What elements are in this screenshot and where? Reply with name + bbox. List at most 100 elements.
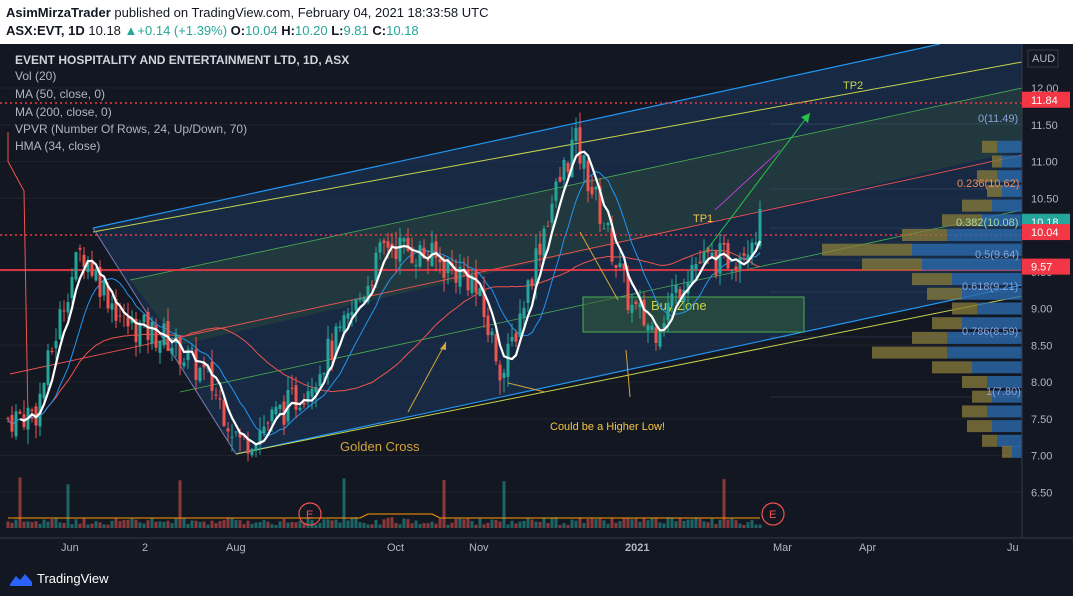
volume-bar xyxy=(698,518,702,528)
volume-bar xyxy=(186,523,190,528)
vpvr-down-18 xyxy=(962,405,987,418)
volume-bar xyxy=(638,521,642,528)
candle-body xyxy=(718,243,722,274)
volume-bar xyxy=(498,521,502,528)
tradingview-brand[interactable]: TradingView xyxy=(10,571,109,586)
volume-bar xyxy=(18,477,22,528)
candle-body xyxy=(90,262,94,276)
volume-bar xyxy=(710,518,714,528)
volume-bar xyxy=(758,524,762,528)
volume-bar xyxy=(202,521,206,528)
volume-bar xyxy=(402,518,406,528)
candle-body xyxy=(602,228,606,230)
candle-body xyxy=(758,209,762,247)
indicator-hma[interactable]: HMA (34, close) xyxy=(15,139,101,153)
vpvr-down-16 xyxy=(962,376,987,388)
candle-body xyxy=(202,363,206,368)
vpvr-up-1 xyxy=(1002,155,1022,168)
currency-box[interactable] xyxy=(1027,49,1059,68)
candle-body xyxy=(570,139,574,178)
candle-body xyxy=(310,388,314,397)
price-tick-1: 11.50 xyxy=(1031,120,1058,132)
candle-body xyxy=(426,259,430,262)
candle-body xyxy=(706,247,710,253)
time-tick-8: Ju xyxy=(1007,542,1019,554)
candle-body xyxy=(14,411,18,437)
volume-bar xyxy=(622,517,626,528)
candle-body xyxy=(486,315,490,336)
vpvr-down-15 xyxy=(932,361,972,374)
candle-body xyxy=(522,307,526,318)
candle-body xyxy=(366,285,370,302)
volume-bar xyxy=(634,518,638,528)
indicator-ma50[interactable]: MA (50, close, 0) xyxy=(15,87,106,101)
volume-bar xyxy=(170,523,174,528)
candle-body xyxy=(634,301,638,305)
vpvr-up-8 xyxy=(922,258,1022,271)
candle-body xyxy=(402,238,406,242)
volume-bar xyxy=(74,519,78,528)
indicator-ma200[interactable]: MA (200, close, 0) xyxy=(15,105,112,119)
candle-body xyxy=(574,128,578,142)
earnings-marker-1[interactable] xyxy=(298,502,322,526)
candle-body xyxy=(114,298,118,321)
volume-bars xyxy=(6,477,762,528)
price-tick-9: 7.50 xyxy=(1031,414,1052,426)
vpvr-down-20 xyxy=(982,434,997,447)
tp-arrow-2 xyxy=(714,149,781,211)
volume-bar xyxy=(90,523,94,528)
candle-body xyxy=(142,314,146,323)
price-tick-8: 8.00 xyxy=(1031,377,1052,389)
volume-bar xyxy=(6,521,10,528)
vpvr-up-21 xyxy=(1012,445,1022,458)
volume-bar xyxy=(486,522,490,528)
candle-body xyxy=(614,264,618,268)
candle-body xyxy=(98,266,102,297)
volume-bar xyxy=(490,519,494,528)
buy-zone-label: Buy Zone xyxy=(651,298,707,313)
candle-body xyxy=(642,299,646,326)
vpvr-down-11 xyxy=(952,302,977,315)
vpvr-up-6 xyxy=(947,229,1022,241)
higher-low-arrow-2 xyxy=(625,349,631,398)
volume-bar xyxy=(290,521,294,528)
time-tick-1: 2 xyxy=(142,542,148,554)
indicator-vpvr[interactable]: VPVR (Number Of Rows, 24, Up/Down, 70) xyxy=(15,122,248,136)
channel-green-upper xyxy=(129,87,1023,281)
earnings-marker-2[interactable] xyxy=(761,502,785,526)
candle-body xyxy=(326,338,330,376)
price-chart[interactable]: 0(11.49) 0.236(10.62) 0.382(10.08) 0.5(9.64… xyxy=(0,44,1073,566)
candle-body xyxy=(646,325,650,331)
volume-bar xyxy=(566,524,570,528)
author-name[interactable]: AsimMirzaTrader xyxy=(6,5,111,20)
price-change: ▲ xyxy=(124,23,138,38)
footer: TradingView xyxy=(0,566,1073,596)
price-tick-2: 11.00 xyxy=(1031,157,1058,169)
price-flag-0[interactable] xyxy=(1022,91,1070,108)
candle-body xyxy=(138,322,142,346)
vpvr-down-19 xyxy=(967,420,992,433)
candle-body xyxy=(710,252,714,256)
candle-body xyxy=(542,228,546,258)
candle-body xyxy=(234,431,238,433)
candle-body xyxy=(606,222,610,226)
volume-bar xyxy=(410,523,414,528)
candle-body xyxy=(590,187,594,195)
price-flag-3[interactable] xyxy=(1022,258,1070,275)
volume-bar xyxy=(482,524,486,528)
volume-bar xyxy=(214,523,218,528)
volume-bar xyxy=(406,519,410,528)
volume-bar xyxy=(706,522,710,528)
indicator-vol[interactable]: Vol (20) xyxy=(15,69,57,83)
price-axis[interactable] xyxy=(1022,44,1073,538)
volume-bar xyxy=(274,524,278,528)
volume-bar xyxy=(154,521,158,528)
vpvr-down-10 xyxy=(927,287,962,300)
candle-body xyxy=(626,272,630,311)
volume-bar xyxy=(686,519,690,528)
price-flag-2[interactable] xyxy=(1022,224,1070,241)
price-flag-label-2: 10.04 xyxy=(1031,227,1059,239)
candle-body xyxy=(198,367,202,382)
candle-body xyxy=(194,349,198,380)
candle-body xyxy=(66,302,70,313)
